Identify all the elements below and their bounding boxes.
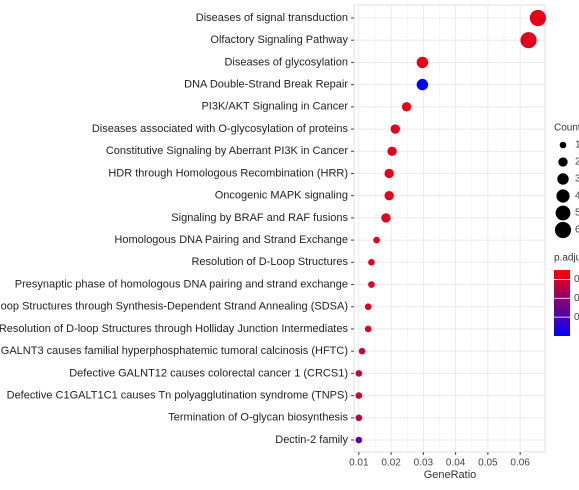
y-tick-label: Constitutive Signaling by Aberrant PI3K … — [106, 145, 348, 157]
size-legend-dot — [558, 157, 568, 167]
color-bar — [554, 270, 570, 336]
y-tick-label: Resolution of D-loop Structures through … — [0, 323, 348, 335]
dot — [373, 236, 380, 244]
size-legend-label: 1 — [575, 140, 579, 151]
size-legend-label: 4 — [575, 191, 579, 202]
dot — [364, 325, 372, 333]
y-tick-label: Olfactory Signaling Pathway — [210, 34, 348, 46]
dot — [355, 370, 363, 377]
size-legend-dot — [554, 221, 572, 239]
size-legend-label: 5 — [575, 208, 579, 219]
dot — [387, 146, 397, 156]
dot — [520, 32, 537, 49]
plot-panel — [353, 4, 546, 453]
x-tick-label: 0.06 — [510, 458, 530, 469]
color-legend-title: p.adjust — [554, 253, 579, 264]
y-tick-label: Dectin-2 family — [275, 434, 348, 446]
y-tick-label: Presynaptic phase of homologous DNA pair… — [15, 278, 348, 290]
dot — [381, 213, 391, 223]
size-legend-dot — [555, 205, 571, 221]
dot — [355, 392, 363, 399]
y-tick-label: Resolution of D-Loop Structures — [191, 256, 348, 268]
y-tick-label: Homologous DNA Pairing and Strand Exchan… — [114, 234, 348, 246]
dot — [368, 281, 375, 288]
dot — [416, 56, 429, 69]
color-tick-label: 0.03 — [574, 312, 579, 323]
size-legend-dot — [556, 189, 570, 203]
dot — [401, 102, 412, 112]
dot — [364, 303, 372, 311]
dot — [416, 78, 429, 91]
dot — [355, 436, 363, 444]
dot — [390, 124, 400, 134]
y-tick-label: Diseases of signal transduction — [196, 12, 348, 24]
x-tick-label: 0.05 — [478, 458, 498, 469]
dot — [384, 168, 394, 179]
color-tick-label: 0.01 — [574, 274, 579, 285]
dot — [529, 9, 546, 27]
dot — [384, 191, 394, 201]
size-legend-dot — [559, 141, 567, 149]
size-legend-dot — [557, 173, 569, 185]
dot — [358, 347, 366, 355]
y-tick-label: Resolution of D-loop Structures through … — [0, 301, 348, 313]
x-tick-label: 0.03 — [414, 458, 434, 469]
x-tick-label: 0.02 — [381, 458, 401, 469]
y-tick-label: Termination of O-glycan biosynthesis — [168, 412, 348, 424]
y-tick-label: Defective GALNT3 causes familial hyperph… — [0, 345, 348, 357]
y-tick-label: Oncogenic MAPK signaling — [215, 190, 348, 202]
x-tick-label: 0.01 — [349, 458, 369, 469]
x-tick-label: 0.04 — [446, 458, 466, 469]
size-legend-label: 3 — [575, 174, 579, 185]
size-legend-label: 2 — [575, 157, 579, 168]
size-legend-label: 6 — [575, 225, 579, 236]
y-tick-label: Defective C1GALT1C1 causes Tn polyagglut… — [7, 389, 348, 401]
y-tick-label: Defective GALNT12 causes colorectal canc… — [69, 367, 348, 379]
color-tick-label: 0.02 — [574, 293, 579, 304]
y-tick-label: Signaling by BRAF and RAF fusions — [171, 212, 348, 224]
x-axis-title: GeneRatio — [424, 469, 477, 481]
dot — [355, 414, 363, 422]
dot — [368, 259, 375, 266]
y-tick-label: HDR through Homologous Recombination (HR… — [108, 167, 348, 179]
y-tick-label: PI3K/AKT Signaling in Cancer — [201, 101, 348, 113]
y-tick-label: Diseases associated with O-glycosylation… — [92, 123, 349, 135]
size-legend-title: Count — [554, 123, 579, 134]
y-tick-label: DNA Double-Strand Break Repair — [184, 79, 348, 91]
y-tick-label: Diseases of glycosylation — [224, 56, 348, 68]
